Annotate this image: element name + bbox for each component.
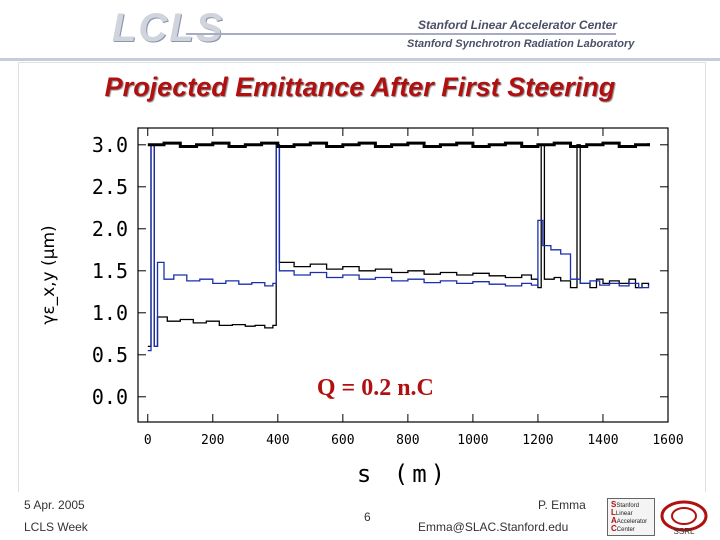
footer-date: 5 Apr. 2005 — [24, 498, 85, 512]
series-line-2 — [147, 144, 650, 352]
emittance-chart: 0.0 0.5 1.0 1.5 2.0 2.5 3.0 0 200 400 600 800 1000 1… — [39, 127, 684, 488]
header-banner: LCLS Stanford Linear Accelerator Center … — [0, 0, 720, 61]
logo-line-1: SStanford — [611, 500, 640, 510]
y-tick-label: 1.0 — [92, 301, 128, 325]
x-tick-label: 400 — [266, 433, 289, 448]
series-line-3 — [147, 141, 650, 148]
footer-event: LCLS Week — [24, 520, 88, 534]
slide-title: Projected Emittance After First Steering — [104, 72, 616, 102]
logo-line-3: AAccelerator — [611, 516, 648, 526]
y-axis-ticks: 0.0 0.5 1.0 1.5 2.0 2.5 3.0 — [92, 133, 668, 409]
header-rule — [186, 33, 616, 35]
x-tick-label: 600 — [331, 433, 354, 448]
lab-name-ssrl: Stanford Synchrotron Radiation Laborator… — [407, 38, 635, 50]
x-axis-label: s (m) — [357, 460, 449, 488]
y-axis-label: γε_x,y (μm) — [39, 225, 59, 324]
footer-email: Emma@SLAC.Stanford.edu — [418, 520, 569, 534]
page-number: 6 — [364, 510, 371, 524]
ssrl-logo-text: SSRL — [674, 527, 695, 536]
series-line-1 — [147, 144, 650, 348]
y-tick-label: 0.5 — [92, 343, 128, 367]
y-tick-label: 1.5 — [92, 259, 128, 283]
x-tick-label: 1600 — [652, 433, 683, 448]
x-tick-label: 1200 — [522, 433, 553, 448]
y-tick-label: 3.0 — [92, 133, 128, 157]
logo-line-4: CCenter — [611, 524, 635, 534]
footer-author: P. Emma — [538, 498, 586, 512]
y-tick-label: 2.5 — [92, 175, 128, 199]
x-tick-label: 1400 — [587, 433, 618, 448]
lcls-logo: LCLS — [112, 6, 225, 50]
header-divider — [0, 58, 720, 61]
logo-line-2: LLinear — [611, 508, 633, 518]
x-tick-label: 0 — [144, 433, 152, 448]
footer: 5 Apr. 2005 LCLS Week 6 P. Emma Emma@SLA… — [0, 492, 720, 540]
y-tick-label: 0.0 — [92, 385, 128, 409]
x-axis-ticks: 0 200 400 600 800 1000 1200 1400 1600 — [144, 128, 684, 448]
ssrl-logo: SSRL — [660, 500, 708, 536]
y-tick-label: 2.0 — [92, 217, 128, 241]
series-group — [147, 141, 650, 352]
x-tick-label: 1000 — [457, 433, 488, 448]
charge-annotation: Q = 0.2 n.C — [317, 375, 434, 401]
lab-name-slac: Stanford Linear Accelerator Center — [418, 18, 617, 32]
x-tick-label: 200 — [201, 433, 224, 448]
slac-logo: SStanford LLinear AAccelerator CCenter — [607, 498, 655, 536]
x-tick-label: 800 — [396, 433, 419, 448]
